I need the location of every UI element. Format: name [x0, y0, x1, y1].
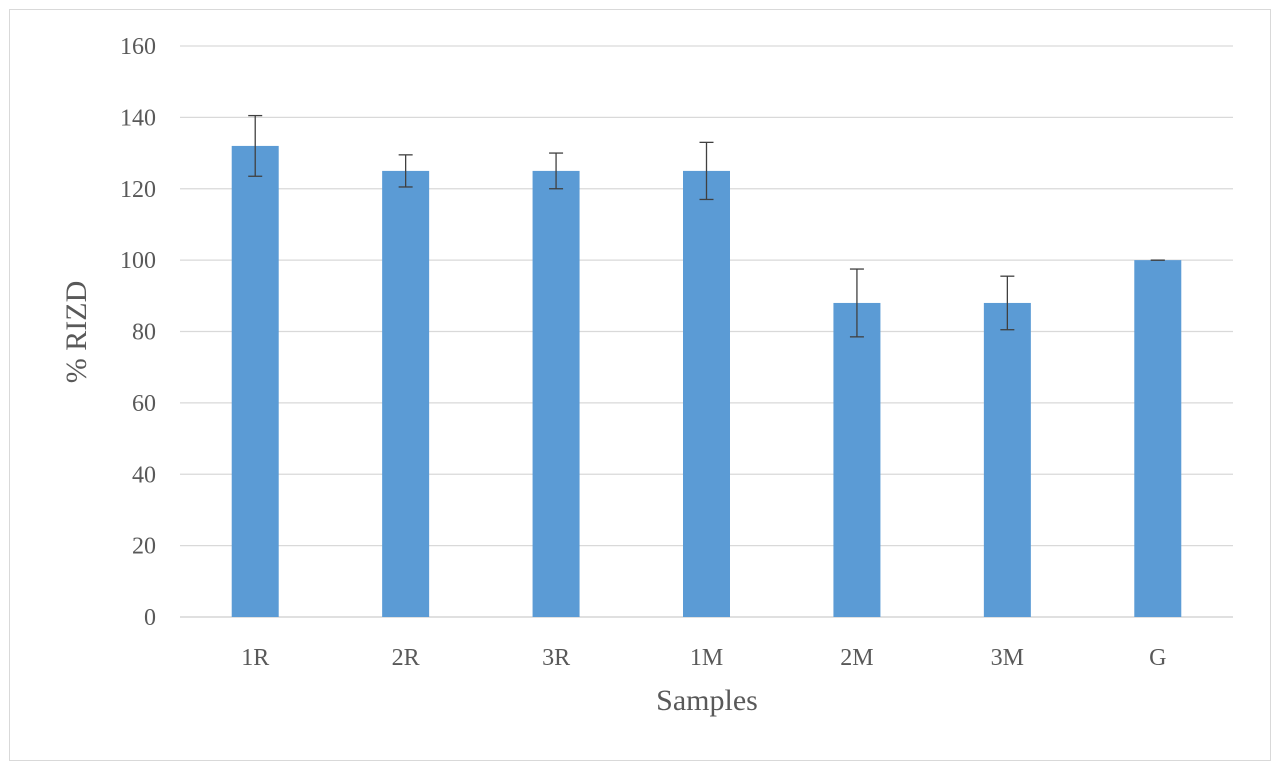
- bar: [231, 145, 279, 618]
- error-bar: [1000, 275, 1015, 331]
- y-axis-title: % RIZD: [60, 281, 93, 383]
- y-tick-label: 100: [120, 248, 156, 274]
- x-tick-label: 1M: [690, 645, 723, 671]
- x-tick-labels: 1R 2R 3R 1M 2M 3M G: [241, 645, 1166, 671]
- y-tick-labels: 0 20 40 60 80 100 120 140 160: [120, 34, 156, 631]
- error-bar: [398, 154, 413, 188]
- error-bar: [248, 114, 263, 177]
- bar: [532, 170, 580, 617]
- error-bars: [248, 114, 1165, 338]
- y-tick-label: 80: [132, 320, 156, 346]
- bar: [983, 302, 1031, 617]
- y-tick-label: 60: [132, 391, 156, 417]
- y-tick-label: 140: [120, 105, 156, 131]
- y-tick-label: 160: [120, 34, 156, 60]
- bar: [833, 302, 881, 617]
- error-bar: [849, 268, 864, 338]
- y-tick-label: 20: [132, 534, 156, 560]
- bar: [1134, 260, 1182, 617]
- x-axis-title: Samples: [656, 684, 758, 717]
- x-tick-label: 2R: [392, 645, 420, 671]
- bar: [683, 170, 730, 617]
- y-tick-label: 40: [132, 462, 156, 488]
- x-tick-label: 3R: [542, 645, 570, 671]
- x-tick-label: G: [1149, 645, 1166, 671]
- chart-frame: [9, 9, 1271, 761]
- x-tick-label: 3M: [991, 645, 1024, 671]
- error-bar: [549, 152, 564, 190]
- bars: [231, 145, 1182, 618]
- x-tick-label: 2M: [840, 645, 873, 671]
- y-tick-label: 0: [144, 605, 156, 631]
- error-bar: [699, 141, 714, 201]
- y-tick-label: 120: [120, 177, 156, 203]
- x-tick-label: 1R: [241, 645, 269, 671]
- bar: [382, 170, 430, 617]
